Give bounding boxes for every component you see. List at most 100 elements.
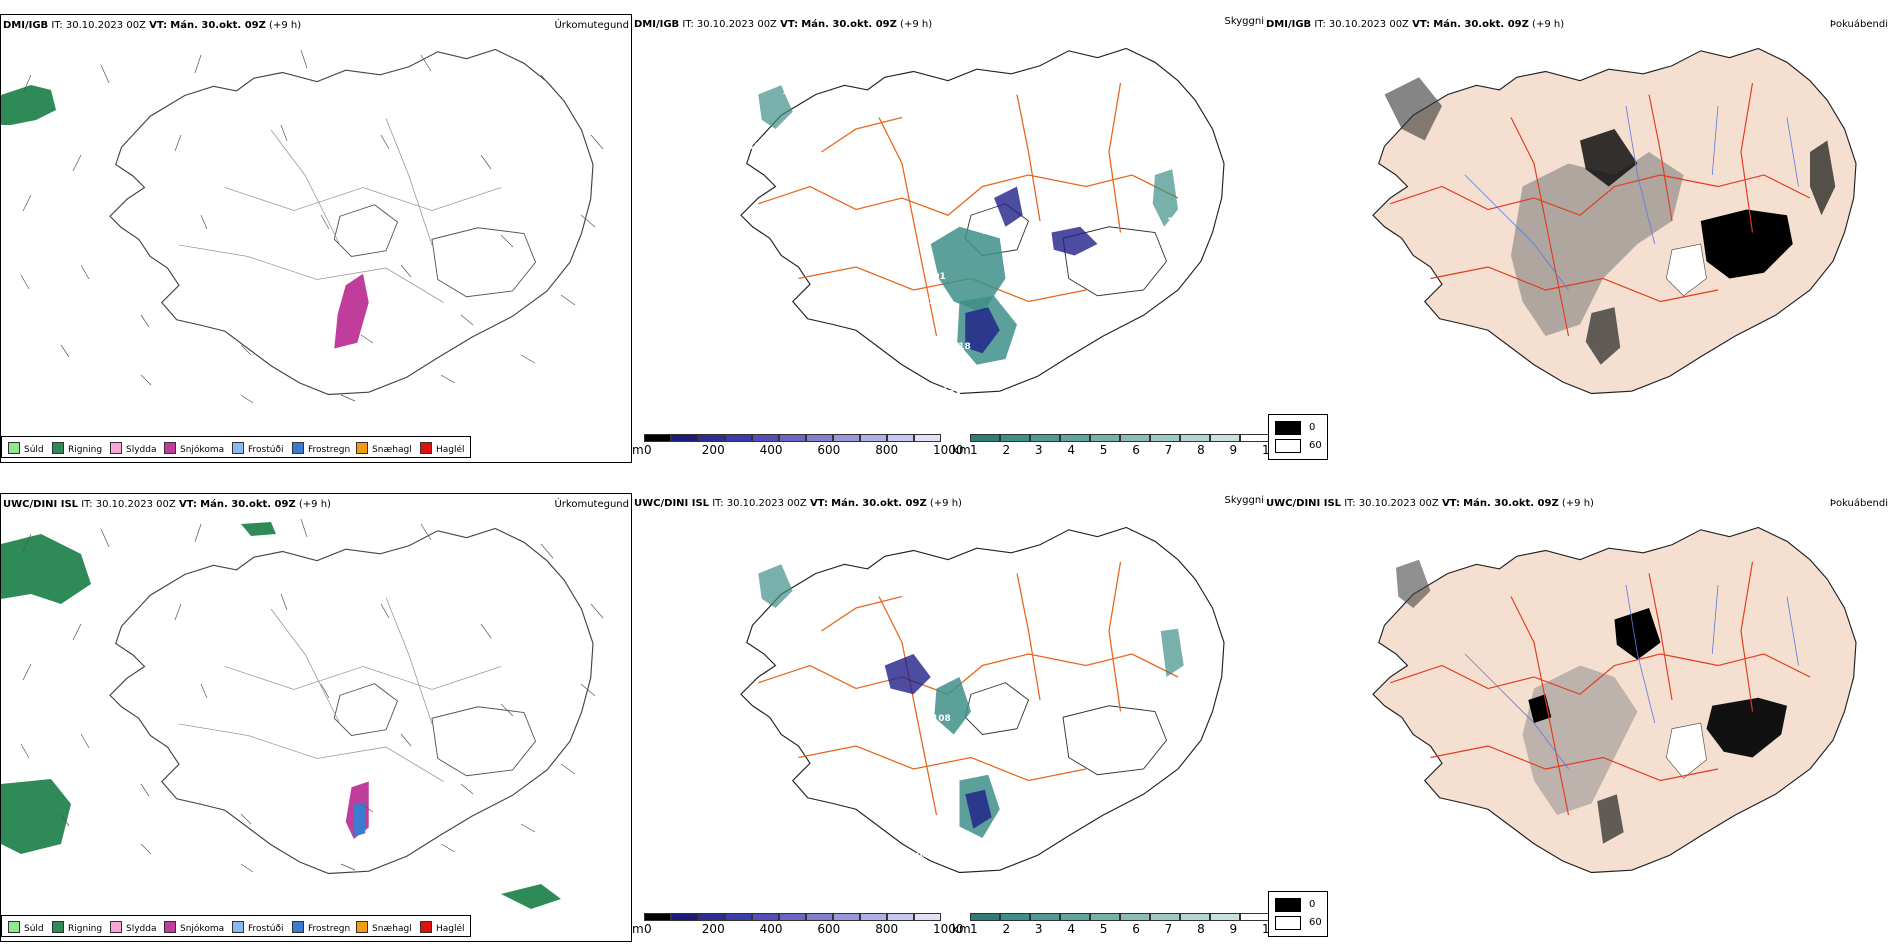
scale-unit: m: [632, 443, 644, 457]
scale-segment: [779, 913, 806, 921]
svg-text:138: 138: [1177, 192, 1196, 202]
scale-segment: [1210, 434, 1240, 442]
fog-map: [1372, 47, 1857, 395]
svg-text:104: 104: [910, 851, 929, 861]
panel-header: UWC/DINI ISL IT: 30.10.2023 00Z VT: Mán.…: [634, 498, 962, 509]
scale-segment: [671, 913, 698, 921]
scale-tick-label: 5: [1099, 922, 1108, 936]
rain-area: [501, 884, 561, 909]
svg-text:189: 189: [934, 352, 953, 362]
scale-segment: [1120, 434, 1150, 442]
scale-segment: [1180, 913, 1210, 921]
scale-tick-label: 400: [759, 922, 783, 936]
precip-panel-2: UWC/DINI ISL IT: 30.10.2023 00Z VT: Mán.…: [0, 493, 632, 942]
svg-text:131: 131: [942, 387, 961, 397]
scale-tick-label: 3: [1034, 922, 1043, 936]
scale-tick-label: 2: [1002, 922, 1011, 936]
scale-segment: [1150, 913, 1180, 921]
precip-legend: Súld Rigning Slydda Snjókoma Frostúði Fr…: [1, 436, 471, 458]
wind-barbs: [20, 49, 604, 404]
scale-segment: [833, 913, 860, 921]
scale-tick-label: 1000: [933, 443, 964, 457]
svg-text:111: 111: [742, 142, 761, 152]
scale-segment: [1210, 913, 1240, 921]
cloud-map: 111 190 108 105 95 102 88 80 96 104: [740, 526, 1225, 874]
scale-tick-label: 7: [1164, 443, 1173, 457]
svg-text:186: 186: [917, 357, 936, 367]
height-scale: m 0 200 400 600 800 1000: [632, 913, 964, 941]
scale-segment: [914, 434, 941, 442]
cloud-map: 223 144 111 111 101 375 218 189 186 131 …: [740, 47, 1225, 397]
scale-tick-label: 200: [701, 443, 725, 457]
legend-item: Haglél: [420, 921, 465, 934]
panel-header: DMI/IGB IT: 30.10.2023 00Z VT: Mán. 30.o…: [634, 19, 933, 30]
scale-tick-label: 800: [875, 443, 899, 457]
svg-text:141: 141: [1167, 217, 1186, 227]
legend-item: Snjókoma: [164, 921, 224, 934]
wind-barbs: [20, 518, 604, 873]
svg-text:111: 111: [982, 227, 1001, 237]
precip-map: [1, 48, 604, 404]
svg-text:218: 218: [952, 342, 971, 352]
scale-segment: [644, 913, 671, 921]
cloud-panel-1: DMI/IGB IT: 30.10.2023 00Z VT: Mán. 30.o…: [632, 14, 1277, 463]
scale-unit: km: [952, 922, 971, 936]
scale-segment: [1090, 434, 1120, 442]
legend-item: Slydda: [110, 442, 156, 455]
scale-segment: [970, 434, 1000, 442]
scale-segment: [1030, 434, 1060, 442]
precip-panel-1: DMI/IGB IT: 30.10.2023 00Z VT: Mán. 30.o…: [0, 14, 632, 463]
scale-tick-label: 0: [644, 443, 652, 457]
scale-segment: [1180, 434, 1210, 442]
visibility-label: Skyggni: [1224, 495, 1264, 506]
svg-text:108: 108: [932, 714, 951, 724]
fog-type-label: Þokuábendi: [1829, 19, 1888, 30]
cloud-peak-labels: 223 144 111 111 101 375 218 189 186 131 …: [742, 67, 1196, 397]
legend-item: Frostregn: [292, 921, 350, 934]
scale-tick-label: 6: [1132, 922, 1140, 936]
legend-item: Frostúði: [232, 921, 283, 934]
visibility-label: Skyggni: [1224, 16, 1264, 27]
scale-tick-label: 1: [970, 443, 978, 457]
rain-area: [241, 522, 276, 536]
legend-item: Snjókoma: [164, 442, 224, 455]
scale-tick-label: 200: [701, 922, 725, 936]
scale-tick-label: 600: [817, 443, 841, 457]
scale-segment: [1060, 913, 1090, 921]
scale-tick-label: 5: [1099, 443, 1108, 457]
scale-segment: [1000, 913, 1030, 921]
scale-unit: m: [632, 922, 644, 936]
scale-tick-label: 8: [1197, 922, 1205, 936]
scale-segment: [1060, 434, 1090, 442]
scale-segment: [970, 913, 1000, 921]
panel-type-label: Úrkomutegund: [554, 499, 629, 510]
scale-tick-label: 8: [1197, 443, 1205, 457]
scale-segment: [725, 913, 752, 921]
scale-tick-label: 1: [970, 922, 978, 936]
scale-segment: [671, 434, 698, 442]
legend-item: Rigning: [52, 921, 102, 934]
fog-panel-1: DMI/IGB IT: 30.10.2023 00Z VT: Mán. 30.o…: [1264, 14, 1900, 463]
cloud-peak-labels: 111 190 108 105 95 102 88 80 96 104: [872, 636, 1011, 864]
scale-tick-label: 9: [1229, 922, 1238, 936]
rain-area: [1, 534, 91, 604]
svg-text:96: 96: [937, 854, 950, 864]
scale-tick-label: 7: [1164, 922, 1173, 936]
scale-tick-label: 0: [644, 922, 652, 936]
scale-segment: [779, 434, 806, 442]
scale-tick-label: 600: [817, 922, 841, 936]
fog-panel-2: UWC/DINI ISL IT: 30.10.2023 00Z VT: Mán.…: [1264, 493, 1900, 942]
fog-type-label: Þokuábendi: [1829, 498, 1888, 509]
scale-tick-label: 4: [1067, 443, 1075, 457]
scale-segment: [698, 913, 725, 921]
panel-header: UWC/DINI ISL IT: 30.10.2023 00Z VT: Mán.…: [3, 499, 331, 510]
scale-segment: [644, 434, 671, 442]
precip-legend: Súld Rigning Slydda Snjókoma Frostúði Fr…: [1, 915, 471, 937]
scale-segment: [725, 434, 752, 442]
snow-area: [334, 273, 369, 349]
scale-tick-label: 3: [1034, 443, 1043, 457]
legend-item: Frostregn: [292, 442, 350, 455]
legend-item: Haglél: [420, 442, 465, 455]
scale-tick-label: 4: [1067, 922, 1075, 936]
fog-scale: 0 60: [1268, 414, 1328, 460]
